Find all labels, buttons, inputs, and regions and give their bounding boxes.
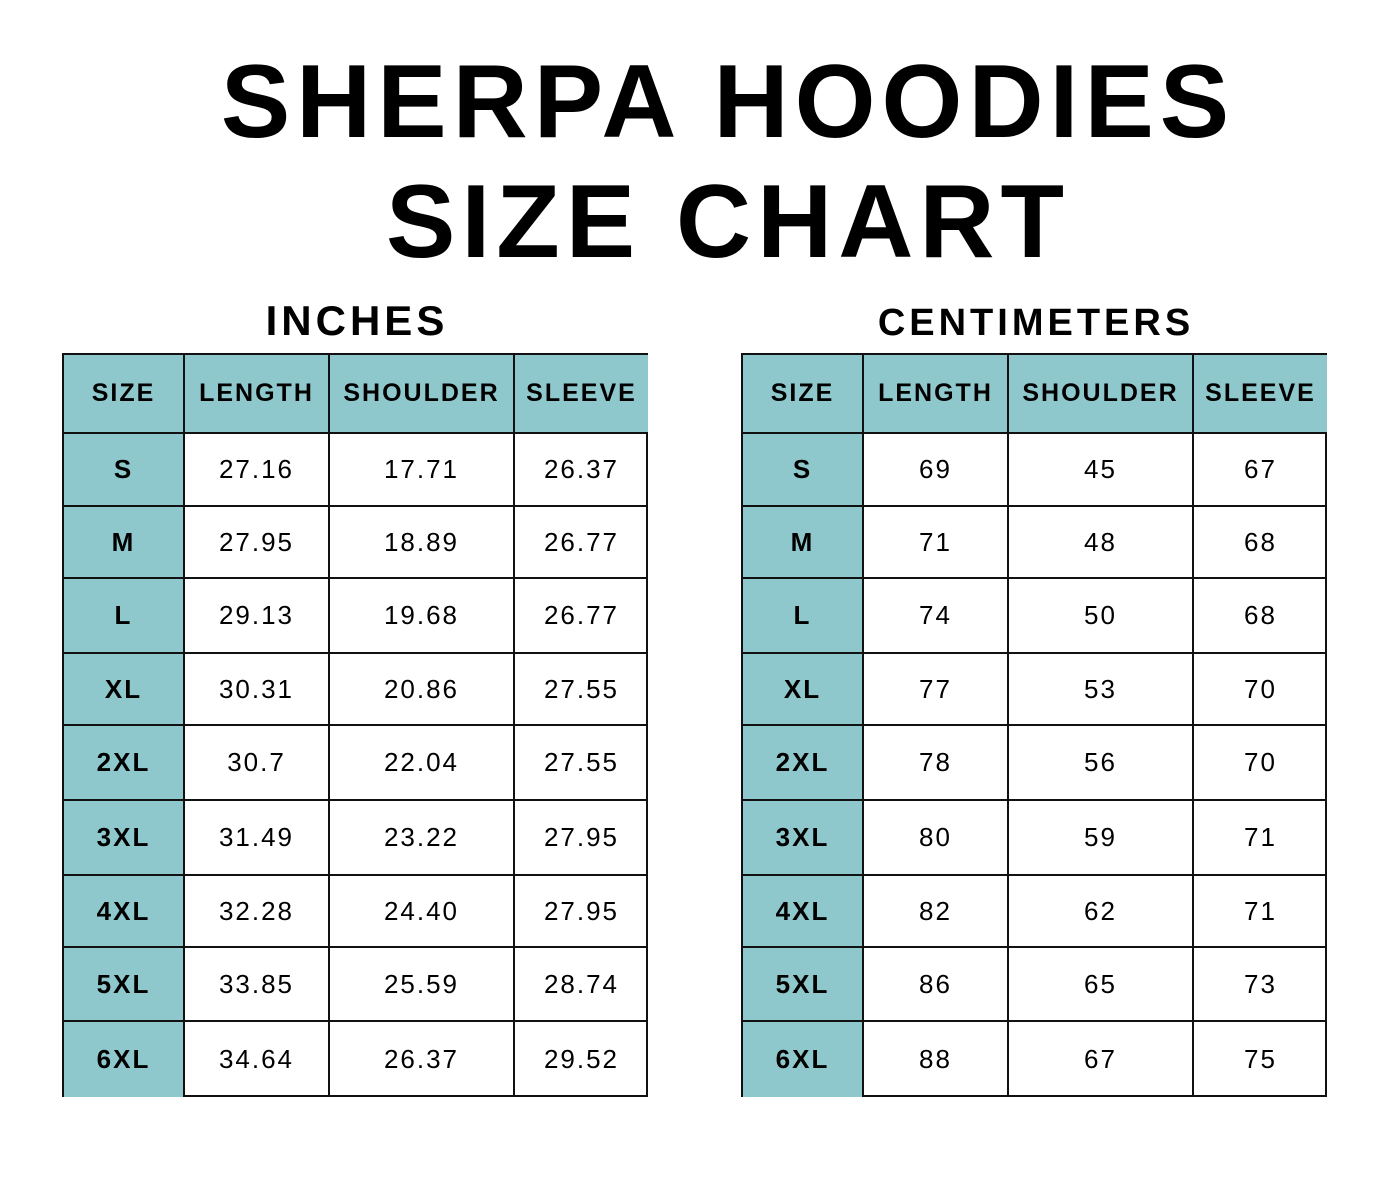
table-cell-length: 78: [864, 726, 1009, 801]
centimeters-heading: CENTIMETERS: [877, 302, 1195, 344]
size-label-cell: S: [743, 434, 864, 507]
size-label-cell: M: [743, 507, 864, 579]
table-cell-shoulder: 25.59: [330, 948, 515, 1022]
size-label-cell: M: [64, 507, 185, 579]
table-cell-shoulder: 24.40: [330, 876, 515, 948]
size-label-cell: 4XL: [743, 876, 864, 948]
table-cell-shoulder: 67: [1009, 1022, 1194, 1097]
table-cell-shoulder: 50: [1009, 579, 1194, 654]
size-label-cell: XL: [64, 654, 185, 726]
size-label-cell: XL: [743, 654, 864, 726]
column-header-sleeve: SLEEVE: [515, 355, 648, 434]
table-cell-length: 82: [864, 876, 1009, 948]
table-cell-length: 30.31: [185, 654, 330, 726]
table-cell-length: 88: [864, 1022, 1009, 1097]
table-cell-sleeve: 75: [1244, 1044, 1277, 1074]
table-cell-sleeve: 70: [1194, 726, 1327, 801]
column-header-length: LENGTH: [864, 355, 1009, 434]
table-cell-length: 27.16: [185, 434, 330, 507]
size-label-cell: L: [64, 579, 185, 654]
table-cell-length: 69: [864, 434, 1009, 507]
table-cell-sleeve: 73: [1194, 948, 1327, 1022]
inches-table: SIZE LENGTH SHOULDER SLEEVE S 27.16 17.71 26.37…: [62, 353, 648, 1097]
table-cell-shoulder: 48: [1009, 507, 1194, 579]
size-label-cell: S: [64, 434, 185, 507]
table-cell-sleeve: 68: [1194, 579, 1327, 654]
table-cell-shoulder: 17.71: [330, 434, 515, 507]
table-cell-sleeve: 68: [1194, 507, 1327, 579]
table-cell-length: 30.7: [185, 726, 330, 801]
table-cell-shoulder: 19.68: [330, 579, 515, 654]
table-cell-sleeve: 26.77: [515, 579, 648, 654]
size-label-cell: 4XL: [64, 876, 185, 948]
table-cell-length: 80: [864, 801, 1009, 876]
centimeters-table: SIZE LENGTH SHOULDER SLEEVE S 69 45 67 M 71 48 68 L 7…: [741, 353, 1327, 1097]
table-cell-length: 77: [864, 654, 1009, 726]
table-cell-sleeve: 67: [1194, 434, 1327, 507]
inches-heading: INCHES: [265, 297, 449, 344]
table-cell-length: 71: [864, 507, 1009, 579]
size-label-cell: 5XL: [743, 948, 864, 1022]
table-cell-sleeve: 29.52: [543, 1044, 620, 1074]
column-header-size: SIZE: [743, 355, 864, 434]
column-header-sleeve: SLEEVE: [1194, 355, 1327, 434]
table-cell-shoulder: 53: [1009, 654, 1194, 726]
table-cell-shoulder: 62: [1009, 876, 1194, 948]
table-cell-sleeve: 27.55: [515, 726, 648, 801]
table-cell-shoulder: 45: [1009, 434, 1194, 507]
table-cell-shoulder: 56: [1009, 726, 1194, 801]
column-header-shoulder: SHOULDER: [330, 355, 515, 434]
table-cell-length: 27.95: [185, 507, 330, 579]
size-label-cell: 6XL: [64, 1022, 185, 1097]
column-header-shoulder: SHOULDER: [1009, 355, 1194, 434]
size-label-cell: 5XL: [64, 948, 185, 1022]
title-line-2: SIZE CHART: [386, 164, 1070, 280]
column-header-length: LENGTH: [185, 355, 330, 434]
table-cell-length: 32.28: [185, 876, 330, 948]
table-cell-shoulder: 26.37: [330, 1022, 515, 1097]
table-cell-length: 34.64: [185, 1022, 330, 1097]
table-cell-sleeve: 71: [1194, 876, 1327, 948]
table-cell-length: 33.85: [185, 948, 330, 1022]
table-cell-length: 86: [864, 948, 1009, 1022]
table-cell-sleeve: 26.37: [515, 434, 648, 507]
table-cell-shoulder: 59: [1009, 801, 1194, 876]
table-cell-length: 31.49: [185, 801, 330, 876]
size-label-cell: 2XL: [743, 726, 864, 801]
title-line-1: SHERPA HOODIES: [220, 44, 1236, 160]
table-cell-sleeve: 27.95: [515, 801, 648, 876]
size-label-cell: 6XL: [743, 1022, 864, 1097]
size-label-cell: 3XL: [64, 801, 185, 876]
table-cell-shoulder: 18.89: [330, 507, 515, 579]
table-cell-sleeve: 27.55: [515, 654, 648, 726]
table-cell-shoulder: 23.22: [330, 801, 515, 876]
table-cell-sleeve: 26.77: [515, 507, 648, 579]
table-cell-length: 29.13: [185, 579, 330, 654]
column-header-size: SIZE: [64, 355, 185, 434]
table-cell-shoulder: 20.86: [330, 654, 515, 726]
size-label-cell: 2XL: [64, 726, 185, 801]
table-cell-shoulder: 22.04: [330, 726, 515, 801]
size-label-cell: 3XL: [743, 801, 864, 876]
table-cell-sleeve: 27.95: [515, 876, 648, 948]
table-cell-sleeve: 71: [1194, 801, 1327, 876]
table-cell-sleeve: 28.74: [515, 948, 648, 1022]
table-cell-shoulder: 65: [1009, 948, 1194, 1022]
size-label-cell: L: [743, 579, 864, 654]
table-cell-length: 74: [864, 579, 1009, 654]
table-cell-sleeve: 70: [1194, 654, 1327, 726]
